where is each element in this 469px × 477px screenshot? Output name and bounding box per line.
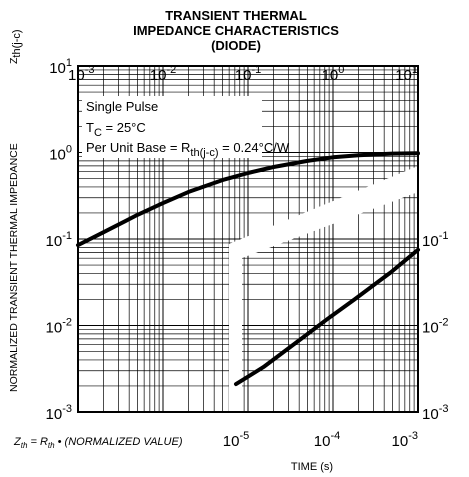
left-axis-tick-label: 100 [49, 144, 72, 164]
bottom-axis-tick-label: 10-5 [223, 430, 249, 450]
plot-border [77, 65, 419, 413]
x-axis-label: TIME (s) [291, 461, 333, 473]
chart-title-line-1: TRANSIENT THERMAL [165, 8, 307, 23]
right-axis-tick-label: 10-2 [422, 317, 448, 337]
top-axis-tick-label: 101 [395, 64, 418, 84]
tick-labels: 10-3 10-2 10-1 100 101 101 100 10-1 10-2 10-3 10-5… [46, 57, 449, 450]
y-axis-label: NORMALIZED TRANSIENT THERMAL IMPEDANCE [8, 143, 20, 392]
annotation-case-temperature: TC = 25°C [86, 120, 146, 139]
chart-title-line-2: IMPEDANCE CHARACTERISTICS [133, 23, 339, 38]
top-axis-tick-label: 10-3 [68, 64, 94, 84]
annotation-background [82, 96, 262, 158]
left-axis-tick-label: 10-1 [46, 230, 72, 250]
left-axis-tick-label: 10-2 [46, 317, 72, 337]
left-axis-tick-label: 101 [49, 57, 72, 77]
top-axis-tick-label: 100 [322, 64, 345, 84]
normalized-value-formula: Zth = Rth • (NORMALIZED VALUE) [13, 436, 183, 450]
top-axis-tick-label: 10-1 [235, 64, 261, 84]
bottom-axis-tick-label: 10-4 [314, 430, 340, 450]
left-axis-tick-label: 10-3 [46, 403, 72, 423]
bottom-axis-tick-label: 10-3 [392, 430, 418, 450]
right-axis-tick-label: 10-1 [422, 230, 448, 250]
series-layer [76, 151, 420, 387]
y-axis-symbol: Zth(j-c) [8, 29, 23, 64]
series-lower-curve [234, 247, 420, 387]
right-axis-tick-label: 10-3 [422, 403, 448, 423]
plot-frame [77, 65, 419, 413]
top-axis-tick-label: 10-2 [150, 64, 176, 84]
annotation-single-pulse: Single Pulse [86, 99, 158, 114]
series-upper-curve [76, 151, 420, 248]
chart-title-line-3: (DIODE) [211, 38, 261, 53]
chart-separator-band [229, 166, 418, 412]
annotation-per-unit-base: Per Unit Base = Rth(j-c) = 0.24°C/W [86, 140, 290, 159]
